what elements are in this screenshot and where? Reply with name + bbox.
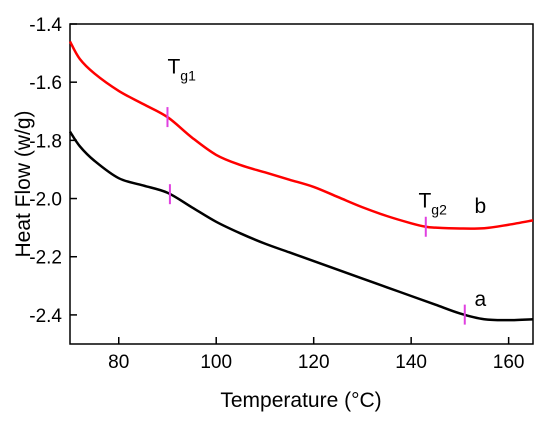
y-tick-label: -1.8 — [29, 131, 62, 152]
y-tick-label: -2.0 — [29, 190, 62, 211]
x-tick-label: 120 — [298, 352, 330, 373]
x-tick-label: 140 — [395, 352, 427, 373]
series-line-a — [68, 130, 534, 322]
series-group — [68, 40, 534, 322]
annotation-label: a — [475, 288, 487, 311]
series-line-b — [68, 40, 534, 230]
annotation-label: Tg2 — [418, 189, 447, 217]
x-tick-label: 80 — [108, 352, 129, 373]
x-axis-title: Temperature (°C) — [220, 389, 381, 412]
tg-markers — [166, 107, 466, 325]
x-tick-label: 160 — [493, 352, 525, 373]
annotation-label: b — [475, 195, 487, 218]
y-tick-label: -1.6 — [29, 73, 62, 94]
plot-frame — [69, 23, 534, 345]
axis-ticks: 80 100 120 140 160 -2.4 -2.2 -2.0 -1.8 -1.6 -1.4 — [29, 15, 524, 373]
annotation-label: Tg1 — [167, 55, 196, 83]
annotations: Tg1 Tg2 b a — [167, 55, 486, 311]
y-tick-label: -2.4 — [29, 306, 62, 327]
x-tick-label: 100 — [200, 352, 232, 373]
y-tick-label: -1.4 — [29, 15, 62, 36]
y-tick-label: -2.2 — [29, 248, 62, 269]
y-axis-title: Heat Flow (w/g) — [12, 110, 35, 257]
